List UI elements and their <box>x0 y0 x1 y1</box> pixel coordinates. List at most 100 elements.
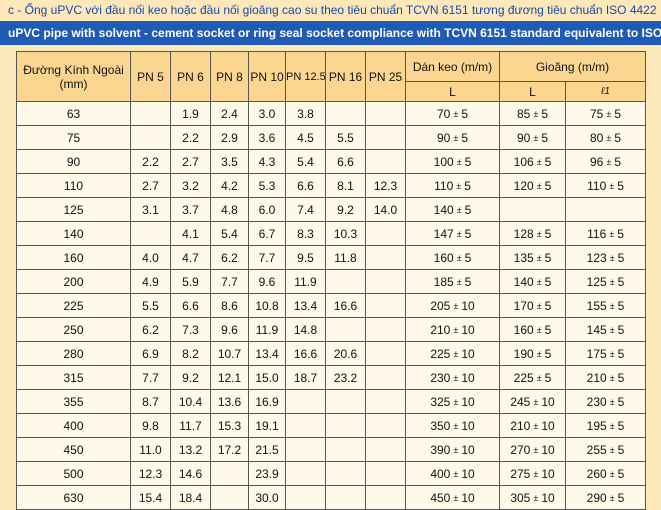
cell-pn-thickness: 6.0 <box>248 197 286 222</box>
cell-diameter: 110 <box>16 173 131 198</box>
tolerance-value: 85 ±5 <box>517 107 548 121</box>
table-row: 63 1.9 2.4 3.0 3.8 70 ±5 85 ±5 75 ±5 <box>16 101 647 126</box>
plus-minus-symbol: ± <box>609 252 615 263</box>
cell-pn-thickness: 14.0 <box>365 197 406 222</box>
tolerance-amount: 5 <box>464 274 472 289</box>
nominal-value: 210 <box>586 370 607 385</box>
tolerance-value: 190 ±5 <box>514 347 552 361</box>
nominal-value: 75 <box>590 106 604 121</box>
nominal-value: 195 <box>586 418 607 433</box>
nominal-value: 210 <box>510 418 531 433</box>
cell-diameter: 75 <box>16 125 131 150</box>
nominal-value: 260 <box>586 466 607 481</box>
nominal-value: 400 <box>430 466 451 481</box>
plus-minus-symbol: ± <box>609 276 615 287</box>
tolerance-amount: 10 <box>541 442 555 457</box>
plus-minus-symbol: ± <box>609 180 615 191</box>
cell-pn-thickness: 2.2 <box>170 125 211 150</box>
cell-pn-thickness: 9.5 <box>285 245 326 270</box>
title-vietnamese: c - Ống uPVC với đầu nối keo hoặc đầu nố… <box>8 3 657 17</box>
nominal-value: 185 <box>433 274 454 289</box>
tolerance-value: 160 ±5 <box>514 323 552 337</box>
plus-minus-symbol: ± <box>609 228 615 239</box>
plus-minus-symbol: ± <box>533 132 539 143</box>
tolerance-amount: 5 <box>464 226 472 241</box>
cell-solvent-length: 205 ±10 <box>405 293 500 318</box>
cell-pn-thickness <box>365 269 406 294</box>
cell-ring-l1: 116 ±5 <box>564 221 647 246</box>
tolerance-amount: 5 <box>617 178 624 193</box>
cell-pn-thickness: 9.2 <box>170 365 211 390</box>
cell-solvent-length: 225 ±10 <box>405 341 500 366</box>
nominal-value: 125 <box>586 274 607 289</box>
tolerance-amount: 10 <box>461 442 475 457</box>
plus-minus-symbol: ± <box>453 324 459 335</box>
cell-pn-thickness <box>325 437 366 462</box>
tolerance-amount: 5 <box>544 250 552 265</box>
tolerance-value: 305 ±10 <box>510 491 554 505</box>
plus-minus-symbol: ± <box>456 228 462 239</box>
nominal-value: 205 <box>430 298 451 313</box>
table-row: 250 6.2 7.3 9.6 11.9 14.8 210 ±10 160 ±5 145 ±5 <box>16 317 647 342</box>
plus-minus-symbol: ± <box>453 492 459 503</box>
cell-ring-length: 275 ±10 <box>499 461 566 486</box>
cell-pn-thickness: 10.3 <box>325 221 366 246</box>
cell-pn-thickness: 15.3 <box>210 413 249 438</box>
tolerance-value: 96 ±5 <box>590 155 621 169</box>
tolerance-value: 210 ±10 <box>430 323 474 337</box>
tolerance-amount: 5 <box>464 202 472 217</box>
cell-diameter: 63 <box>16 101 131 126</box>
cell-pn-thickness <box>365 485 406 510</box>
cell-pn-thickness: 13.4 <box>248 341 286 366</box>
tolerance-amount: 5 <box>461 130 468 145</box>
tolerance-value: 120 ±5 <box>514 179 552 193</box>
nominal-value: 190 <box>513 346 534 361</box>
cell-solvent-length: 325 ±10 <box>405 389 500 414</box>
nominal-value: 305 <box>510 490 531 505</box>
cell-ring-l1: 195 ±5 <box>564 413 647 438</box>
tolerance-value: 160 ±5 <box>434 251 472 265</box>
cell-pn-thickness: 12.1 <box>210 365 249 390</box>
cell-ring-l1: 80 ±5 <box>564 125 647 150</box>
table-row: 355 8.7 10.4 13.6 16.9 325 ±10 245 ±10 230 ±5 <box>16 389 647 414</box>
table-row: 400 9.8 11.7 15.3 19.1 350 ±10 210 ±10 195 ±5 <box>16 413 647 438</box>
tolerance-value: 155 ±5 <box>587 299 625 313</box>
plus-minus-symbol: ± <box>453 108 459 119</box>
plus-minus-symbol: ± <box>606 156 612 167</box>
cell-pn-thickness <box>210 485 249 510</box>
cell-pn-thickness: 2.7 <box>130 173 171 198</box>
tolerance-value: 140 ±5 <box>514 275 552 289</box>
cell-diameter: 450 <box>16 437 131 462</box>
plus-minus-symbol: ± <box>533 444 539 455</box>
cell-pn-thickness: 4.1 <box>170 221 211 246</box>
cell-ring-l1: 110 ±5 <box>564 173 647 198</box>
plus-minus-symbol: ± <box>609 348 615 359</box>
cell-pn-thickness: 10.8 <box>248 293 286 318</box>
cell-pn-thickness <box>325 317 366 342</box>
header-pn-12-5: PN 12.5 <box>285 51 326 102</box>
nominal-value: 135 <box>513 250 534 265</box>
table-row: 450 11.0 13.2 17.2 21.5 390 ±10 270 ±10 255 ±5 <box>16 437 647 462</box>
cell-diameter: 160 <box>16 245 131 270</box>
cell-diameter: 200 <box>16 269 131 294</box>
tolerance-value: 123 ±5 <box>587 251 625 265</box>
tolerance-amount: 10 <box>461 370 475 385</box>
nominal-value: 116 <box>587 226 607 241</box>
tolerance-value: 275 ±10 <box>510 467 554 481</box>
tolerance-value: 70 ±5 <box>437 107 468 121</box>
cell-pn-thickness <box>285 437 326 462</box>
cell-pn-thickness: 7.7 <box>210 269 249 294</box>
cell-pn-thickness: 4.5 <box>285 125 326 150</box>
plus-minus-symbol: ± <box>536 156 542 167</box>
tolerance-value: 195 ±5 <box>587 419 625 433</box>
plus-minus-symbol: ± <box>606 108 612 119</box>
cell-pn-thickness: 4.0 <box>130 245 171 270</box>
nominal-value: 90 <box>437 130 451 145</box>
cell-ring-l1: 255 ±5 <box>564 437 647 462</box>
cell-pn-thickness: 13.2 <box>170 437 211 462</box>
nominal-value: 160 <box>433 250 454 265</box>
tolerance-value: 185 ±5 <box>434 275 472 289</box>
nominal-value: 175 <box>586 346 607 361</box>
cell-pn-thickness <box>365 413 406 438</box>
cell-pn-thickness: 7.7 <box>130 365 171 390</box>
